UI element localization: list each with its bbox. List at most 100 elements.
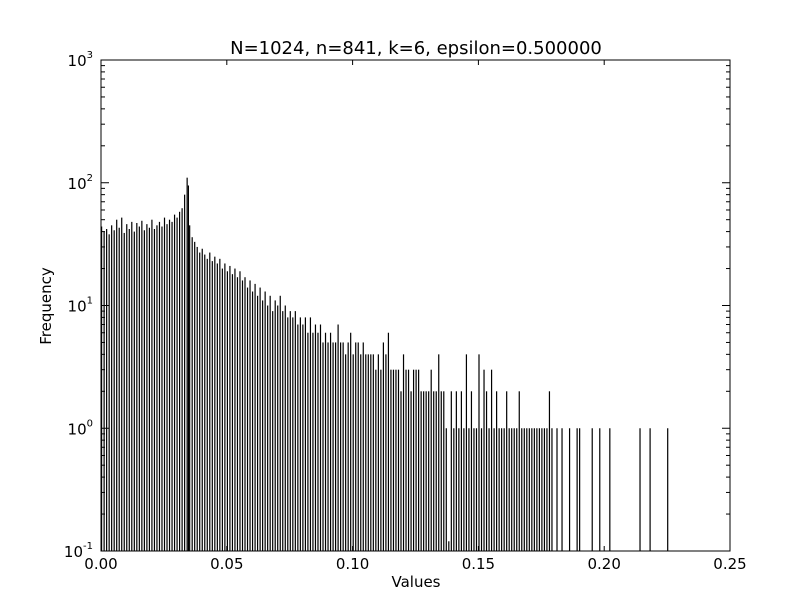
histogram-bar <box>206 258 208 551</box>
histogram-bar <box>267 305 269 551</box>
histogram-bar <box>435 391 437 551</box>
histogram-bar <box>455 391 457 551</box>
histogram-bar <box>251 291 254 551</box>
histogram-bar <box>317 332 319 551</box>
histogram-bar <box>327 342 329 551</box>
histogram-bar <box>556 428 558 551</box>
histogram-bar <box>201 248 203 552</box>
histogram-bar <box>402 354 405 551</box>
histogram-bar <box>187 185 189 552</box>
histogram-bar <box>576 428 578 551</box>
histogram-bar <box>329 332 332 551</box>
histogram-bar <box>377 354 379 551</box>
histogram-bar <box>418 369 420 551</box>
histogram-bar <box>324 332 327 551</box>
histogram-bar <box>591 428 593 551</box>
histogram-bar <box>181 208 183 552</box>
x-tick-label: 0.20 <box>587 555 620 573</box>
histogram-bar <box>465 354 468 551</box>
histogram-bar <box>639 428 641 551</box>
histogram-bar <box>372 354 374 551</box>
histogram-bar <box>548 391 551 551</box>
histogram-bar <box>274 300 276 551</box>
histogram-bar <box>397 369 400 551</box>
histogram-bar <box>118 227 120 552</box>
x-tick-label: 0.15 <box>462 555 495 573</box>
histogram-bar <box>367 354 369 551</box>
histogram-bar <box>599 428 601 551</box>
histogram-bar <box>350 332 352 551</box>
histogram-bar <box>334 342 337 551</box>
histogram-bar <box>221 268 223 551</box>
histogram-bar <box>196 246 198 551</box>
histogram-bar <box>445 428 447 551</box>
histogram-bar <box>385 354 387 551</box>
histogram-bar <box>503 428 505 551</box>
histogram-bar <box>513 428 515 551</box>
histogram-bar <box>184 194 186 551</box>
histogram-bar <box>319 324 322 551</box>
histogram-bar <box>216 263 218 551</box>
histogram-bar <box>256 295 259 551</box>
histogram-bar <box>219 258 221 551</box>
histogram-bar <box>337 324 339 551</box>
histogram-bar <box>171 221 173 551</box>
histogram-bar <box>536 428 538 551</box>
histogram-bar <box>259 287 261 551</box>
histogram-bar <box>282 311 284 551</box>
histogram-bar <box>480 428 483 551</box>
histogram-bar <box>579 428 581 551</box>
histogram-bar <box>345 354 347 551</box>
histogram-bar <box>299 317 301 551</box>
histogram-bar <box>272 311 274 551</box>
histogram-bar <box>430 369 432 551</box>
histogram-bar <box>483 369 485 551</box>
histogram-bar <box>438 354 440 551</box>
histogram-bar <box>543 428 546 551</box>
histogram-bar <box>357 342 359 551</box>
histogram-bar <box>355 342 357 551</box>
histogram-bar <box>128 229 130 551</box>
histogram-bar <box>496 391 498 551</box>
histogram-bar <box>136 223 138 551</box>
histogram-bar <box>254 283 256 551</box>
histogram-bar <box>420 391 422 551</box>
histogram-bar <box>448 541 450 551</box>
histogram-bar <box>191 237 193 551</box>
histogram-bar <box>236 277 239 551</box>
histogram-bar <box>279 295 281 551</box>
histogram-bar <box>450 391 452 551</box>
histogram-bar <box>168 219 171 551</box>
histogram-bar <box>490 369 493 551</box>
y-tick-label: 10-1 <box>64 541 93 561</box>
histogram-bar <box>148 227 150 552</box>
histogram-bar <box>410 391 412 551</box>
histogram-bar <box>153 229 156 551</box>
histogram-bar <box>440 391 442 551</box>
histogram-bar <box>332 342 334 551</box>
histogram-bar <box>428 391 430 551</box>
histogram-bar <box>395 369 397 551</box>
histogram-bar <box>269 295 271 551</box>
histogram-bar <box>131 221 133 551</box>
histogram-bar <box>370 354 372 551</box>
histogram-bar <box>526 428 528 551</box>
histogram-bar <box>485 391 488 551</box>
histogram-bar <box>277 305 279 551</box>
histogram-bar <box>649 428 651 551</box>
histogram-bar <box>229 265 231 551</box>
histogram-bar <box>322 342 324 551</box>
histogram-bar <box>488 428 490 551</box>
y-axis: 10-1 100 101 102 103 <box>64 50 730 561</box>
histogram-bar <box>143 230 145 551</box>
histogram-bar <box>475 428 478 551</box>
histogram-bar <box>493 428 495 551</box>
histogram-bar <box>473 428 475 551</box>
histogram-bar <box>568 428 571 551</box>
x-tick-label: 0.05 <box>210 555 243 573</box>
histogram-bar <box>528 428 530 551</box>
histogram-bar <box>468 428 470 551</box>
histogram-bar <box>214 256 216 551</box>
histogram-bar <box>121 217 123 552</box>
histogram-bar <box>443 391 445 551</box>
